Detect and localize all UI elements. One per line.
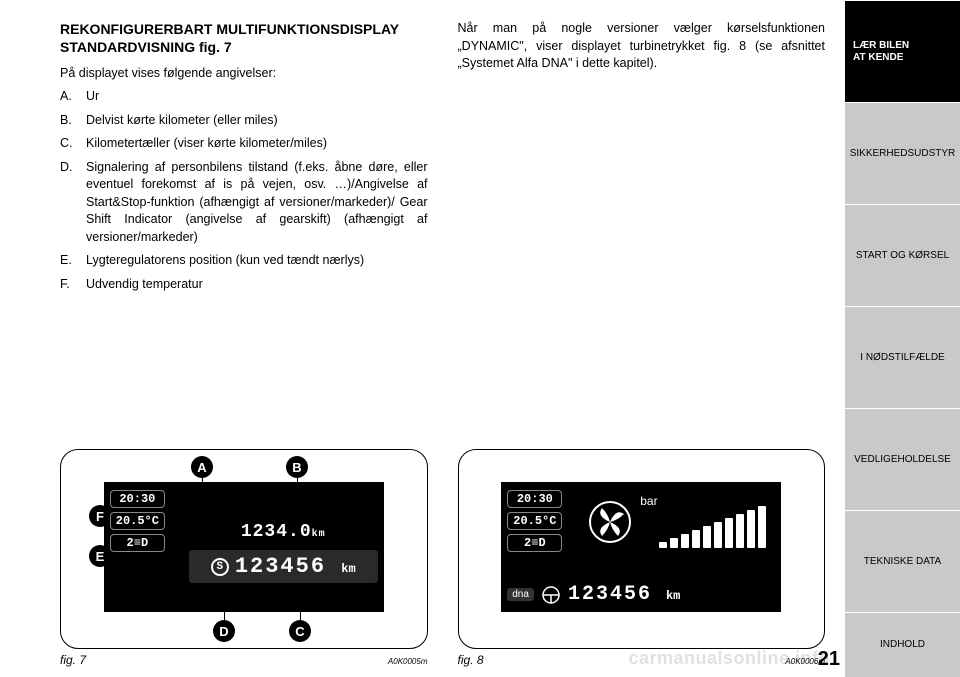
section-heading: REKONFIGURERBART MULTIFUNKTIONSDISPLAY S… <box>60 20 428 56</box>
list-item: E. Lygteregulatorens position (kun ved tæ… <box>60 252 428 270</box>
lcd-odo-row: S 123456 km <box>189 550 378 583</box>
callout-a: A <box>191 456 213 478</box>
fig7-code: A0K0005m <box>388 657 428 666</box>
lcd-odo: 123456 km <box>235 554 356 579</box>
figure-8-frame: 20:30 20.5°C 2≡D bar <box>458 449 826 649</box>
lcd-temp: 20.5°C <box>507 512 562 530</box>
fig7-label: fig. 7 <box>60 653 86 667</box>
item-letter: E. <box>60 252 76 270</box>
item-text: Delvist kørte kilometer (eller miles) <box>86 112 428 130</box>
turbine-icon <box>586 498 634 546</box>
lcd-headlight: 2≡D <box>507 534 562 552</box>
fig8-label: fig. 8 <box>458 653 484 667</box>
tab-laer-bilen[interactable]: LÆR BILENAT KENDE <box>845 0 960 102</box>
tab-nodstilfaelde[interactable]: I NØDSTILFÆLDE <box>845 306 960 408</box>
s-icon: S <box>211 558 229 576</box>
steering-icon <box>540 586 562 604</box>
tab-vedligeholdelse[interactable]: VEDLIGEHOLDELSE <box>845 408 960 510</box>
list-item: F. Udvendig temperatur <box>60 276 428 294</box>
tab-tekniske-data[interactable]: TEKNISKE DATA <box>845 510 960 612</box>
lcd-headlight: 2≡D <box>110 534 165 552</box>
heading-line-1: REKONFIGURERBART MULTIFUNKTIONSDISPLAY <box>60 21 399 37</box>
content-area: REKONFIGURERBART MULTIFUNKTIONSDISPLAY S… <box>0 0 845 677</box>
sidebar-tabs: LÆR BILENAT KENDE SIKKERHEDSUDSTYR START… <box>845 0 960 677</box>
list-item: B. Delvist kørte kilometer (eller miles) <box>60 112 428 130</box>
list-item: A. Ur <box>60 88 428 106</box>
item-text: Lygteregulatorens position (kun ved tænd… <box>86 252 428 270</box>
page-number: 21 <box>818 648 840 671</box>
list-item: D.Signalering af personbilens tilstand (… <box>60 159 428 247</box>
callout-d: D <box>213 620 235 642</box>
lcd-time: 20:30 <box>507 490 562 508</box>
lcd-left-stack: 20:30 20.5°C 2≡D <box>507 490 562 552</box>
callout-b: B <box>286 456 308 478</box>
right-paragraph: Når man på nogle versioner vælger kørsel… <box>458 20 826 73</box>
item-letter: D. <box>60 159 76 247</box>
dna-row: dna 123456 km <box>507 583 680 606</box>
intro-text: På displayet vises følgende angivelser: <box>60 66 428 80</box>
bar-label: bar <box>640 494 657 508</box>
bar-graph <box>659 504 766 548</box>
item-text: Kilometertæller (viser kørte kilometer/m… <box>86 135 428 153</box>
lcd-trip: 1234.0km <box>189 522 378 542</box>
fig7-lcd: 20:30 20.5°C 2≡D 1234.0km S 123456 km <box>104 482 384 612</box>
tab-indhold[interactable]: INDHOLD <box>845 612 960 677</box>
lcd-time: 20:30 <box>110 490 165 508</box>
item-text: Ur <box>86 88 428 106</box>
item-letter: C. <box>60 135 76 153</box>
heading-line-2: STANDARDVISNING fig. 7 <box>60 39 232 55</box>
tab-start-korsel[interactable]: START OG KØRSEL <box>845 204 960 306</box>
tab-sikkerhed[interactable]: SIKKERHEDSUDSTYR <box>845 102 960 204</box>
callout-c: C <box>289 620 311 642</box>
figure-8-block: 20:30 20.5°C 2≡D bar <box>458 449 826 667</box>
figure-8-caption: fig. 8 A0K0006m <box>458 653 826 667</box>
right-column: Når man på nogle versioner vælger kørsel… <box>458 20 826 299</box>
item-text: Udvendig temperatur <box>86 276 428 294</box>
figure-7-caption: fig. 7 A0K0005m <box>60 653 428 667</box>
item-letter: B. <box>60 112 76 130</box>
lcd-main: 1234.0km S 123456 km <box>189 522 378 583</box>
figure-7-frame: A B F E D C 20:30 20 <box>60 449 428 649</box>
turbo-gauge: bar <box>586 492 766 552</box>
lcd-odo: 123456 km <box>568 583 680 606</box>
left-column: REKONFIGURERBART MULTIFUNKTIONSDISPLAY S… <box>60 20 428 299</box>
figure-row: A B F E D C 20:30 20 <box>60 449 825 667</box>
definition-list: A. Ur B. Delvist kørte kilometer (eller mi… <box>60 88 428 293</box>
item-letter: F. <box>60 276 76 294</box>
lcd-left-stack: 20:30 20.5°C 2≡D <box>110 490 165 552</box>
dna-label: dna <box>507 588 534 601</box>
figure-7-block: A B F E D C 20:30 20 <box>60 449 428 667</box>
page: REKONFIGURERBART MULTIFUNKTIONSDISPLAY S… <box>0 0 960 677</box>
fig8-lcd: 20:30 20.5°C 2≡D bar <box>501 482 781 612</box>
item-text: Signalering af personbilens tilstand (f.… <box>86 159 428 247</box>
text-columns: REKONFIGURERBART MULTIFUNKTIONSDISPLAY S… <box>60 20 825 299</box>
item-letter: A. <box>60 88 76 106</box>
lcd-temp: 20.5°C <box>110 512 165 530</box>
list-item: C. Kilometertæller (viser kørte kilometer… <box>60 135 428 153</box>
